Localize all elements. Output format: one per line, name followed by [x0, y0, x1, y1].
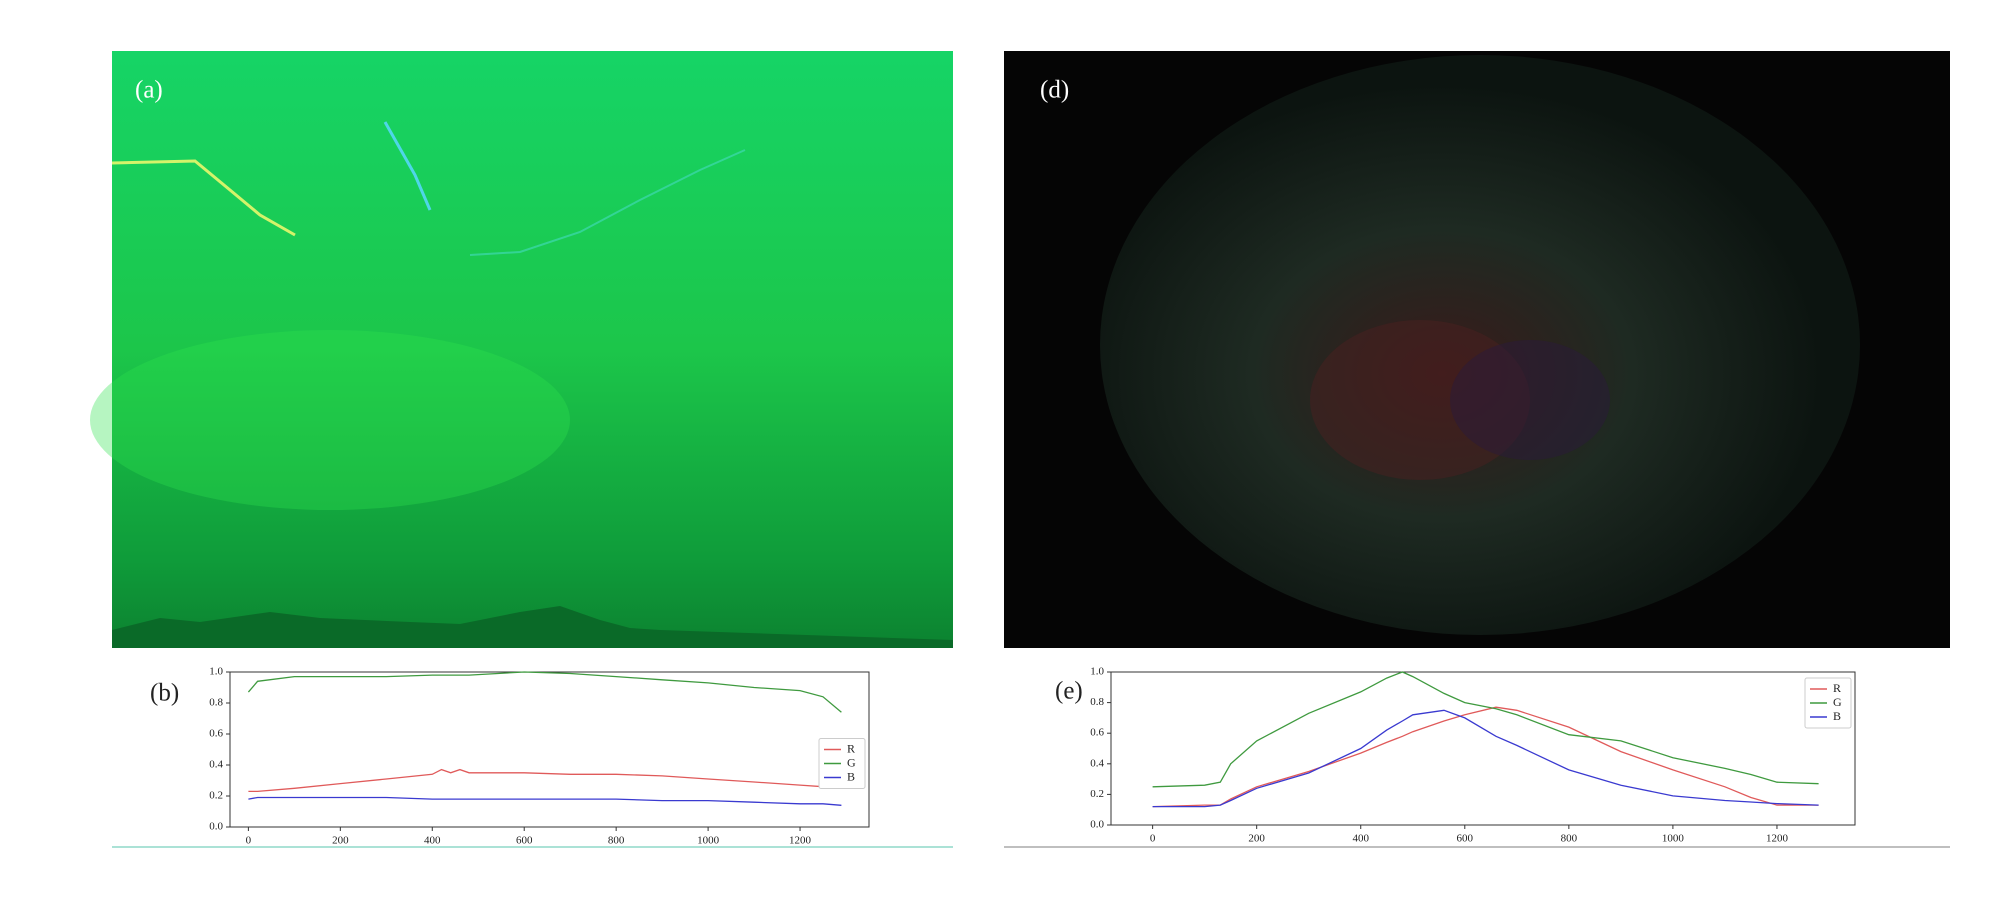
x-tick-label: 0 [1150, 833, 1156, 845]
legend-label: G [847, 755, 856, 769]
y-tick-label: 0.0 [1090, 819, 1104, 831]
y-tick-label: 0.6 [209, 728, 223, 740]
photo-d: (d) [1004, 51, 1950, 648]
x-tick-label: 200 [332, 835, 349, 847]
y-tick-label: 0.4 [1090, 757, 1104, 769]
series-line [1152, 709, 1819, 808]
series-line [1152, 671, 1819, 788]
y-tick-label: 0.8 [209, 697, 223, 709]
y-tick-label: 0.2 [209, 790, 223, 802]
x-tick-label: 1000 [697, 835, 720, 847]
x-tick-label: 800 [608, 835, 625, 847]
legend-label: B [847, 769, 855, 783]
legend-box [818, 738, 866, 789]
y-tick-label: 1.0 [1090, 666, 1104, 678]
x-tick-label: 200 [1248, 833, 1265, 845]
legend-label: B [1833, 709, 1841, 723]
y-tick-label: 0.2 [1090, 788, 1104, 800]
panel-label: (e) [1055, 678, 1083, 705]
panel-label: (d) [1040, 77, 1069, 104]
series-line [248, 796, 842, 806]
legend-label: G [1833, 695, 1842, 709]
y-tick-label: 0.6 [1090, 727, 1104, 739]
x-tick-label: 800 [1561, 833, 1578, 845]
series-line [248, 768, 842, 793]
x-tick-label: 1000 [1662, 833, 1685, 845]
panel-label: (a) [135, 77, 163, 104]
plot-frame [229, 671, 870, 828]
series-line [247, 671, 842, 713]
y-tick-label: 0.8 [1090, 696, 1104, 708]
x-tick-label: 0 [246, 835, 252, 847]
x-tick-label: 1200 [1766, 833, 1789, 845]
legend-label: R [1833, 681, 1841, 695]
series-line [1152, 706, 1819, 808]
y-tick-label: 1.0 [209, 666, 223, 678]
x-tick-label: 400 [424, 835, 441, 847]
y-tick-label: 0.0 [209, 821, 223, 833]
x-tick-label: 600 [516, 835, 533, 847]
y-tick-label: 0.4 [209, 759, 223, 771]
plot-frame [1110, 671, 1856, 826]
x-tick-label: 400 [1352, 833, 1369, 845]
x-tick-label: 600 [1457, 833, 1474, 845]
photo-a: (a) [90, 51, 953, 648]
legend-label: R [847, 741, 855, 755]
x-tick-label: 1200 [789, 835, 812, 847]
legend-box [1804, 677, 1852, 729]
panel-label: (b) [150, 680, 179, 707]
